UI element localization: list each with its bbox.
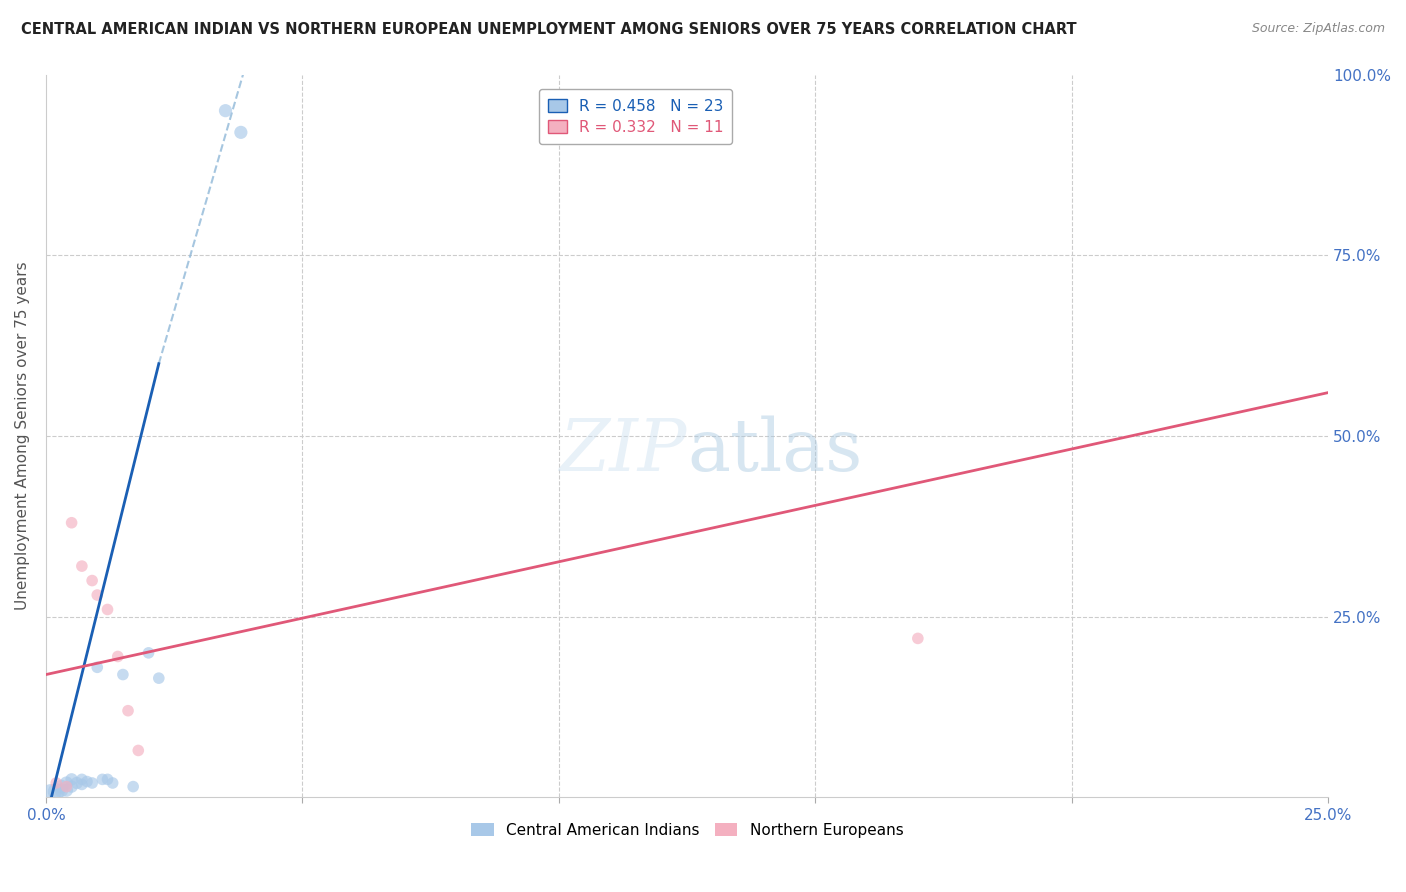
Point	[107, 649, 129, 664]
Point	[96, 602, 118, 616]
Point	[148, 671, 170, 685]
Point	[122, 780, 145, 794]
Point	[51, 783, 73, 797]
Point	[138, 646, 160, 660]
Point	[70, 772, 93, 787]
Point	[66, 776, 89, 790]
Point	[117, 704, 139, 718]
Point	[86, 588, 108, 602]
Point	[45, 776, 67, 790]
Legend: Central American Indians, Northern Europeans: Central American Indians, Northern Europ…	[464, 817, 910, 844]
Point	[45, 785, 67, 799]
Point	[82, 574, 104, 588]
Point	[96, 772, 118, 787]
Point	[70, 559, 93, 574]
Point	[91, 772, 114, 787]
Point	[55, 783, 77, 797]
Point	[60, 772, 83, 787]
Text: ZIP: ZIP	[560, 415, 688, 486]
Point	[214, 103, 236, 118]
Y-axis label: Unemployment Among Seniors over 75 years: Unemployment Among Seniors over 75 years	[15, 261, 30, 610]
Text: Source: ZipAtlas.com: Source: ZipAtlas.com	[1251, 22, 1385, 36]
Point	[86, 660, 108, 674]
Point	[76, 774, 98, 789]
Point	[60, 780, 83, 794]
Point	[70, 777, 93, 791]
Point	[229, 125, 252, 139]
Point	[101, 776, 124, 790]
Point	[55, 780, 77, 794]
Point	[55, 776, 77, 790]
Point	[51, 780, 73, 794]
Point	[127, 743, 149, 757]
Point	[60, 516, 83, 530]
Point	[907, 632, 929, 646]
Text: atlas: atlas	[688, 415, 862, 486]
Point	[39, 787, 62, 801]
Point	[111, 667, 134, 681]
Text: CENTRAL AMERICAN INDIAN VS NORTHERN EUROPEAN UNEMPLOYMENT AMONG SENIORS OVER 75 : CENTRAL AMERICAN INDIAN VS NORTHERN EURO…	[21, 22, 1077, 37]
Point	[82, 776, 104, 790]
